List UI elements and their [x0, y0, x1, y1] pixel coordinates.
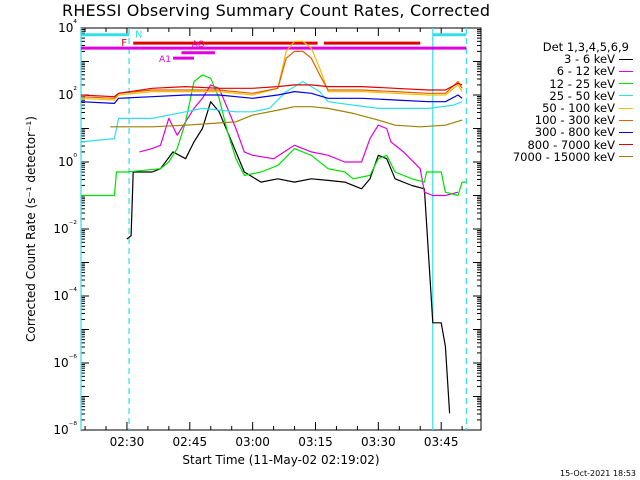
- legend-entry: 12 - 25 keV: [487, 76, 633, 91]
- legend-label: 12 - 25 keV: [549, 76, 615, 91]
- render-timestamp: 15-Oct-2021 18:53: [560, 469, 636, 478]
- y-axis-label: Corrected Count Rate (s⁻¹ detector⁻¹): [24, 116, 38, 342]
- legend-label: 800 - 7000 keV: [527, 137, 615, 152]
- x-tick-label: 03:45: [424, 435, 459, 449]
- series-line-9: [110, 106, 463, 128]
- legend-swatch: [619, 119, 633, 121]
- legend-swatch: [619, 58, 633, 60]
- x-tick-label: 02:30: [110, 435, 145, 449]
- y-tick-label: 10⁻⁸: [53, 421, 77, 437]
- plot-frame: [80, 27, 482, 431]
- legend-entry: 6 - 12 keV: [487, 64, 633, 79]
- x-axis-label: Start Time (11-May-02 02:19:02): [182, 453, 379, 467]
- legend-swatch: [619, 132, 633, 134]
- legend-swatch: [619, 71, 633, 72]
- legend: Det 1,3,4,5,6,9 3 - 6 keV 6 - 12 keV 12 - …: [487, 41, 633, 163]
- legend-label: 100 - 300 keV: [534, 113, 615, 128]
- y-tick-label: 10⁰: [58, 153, 77, 169]
- legend-label: 300 - 800 keV: [534, 125, 615, 140]
- legend-swatch: [619, 144, 633, 146]
- x-tick-label: 03:15: [298, 435, 333, 449]
- series-line-5: [80, 40, 463, 101]
- legend-swatch: [619, 107, 633, 109]
- legend-label: 7000 - 15000 keV: [512, 149, 615, 164]
- legend-title: Det 1,3,4,5,6,9: [542, 40, 629, 54]
- y-tick-label: 10⁻⁴: [53, 287, 77, 303]
- chart-title: RHESSI Observing Summary Count Rates, Co…: [62, 1, 491, 20]
- night-label: N: [135, 30, 142, 41]
- series-line-8: [80, 82, 463, 98]
- legend-entry: 7000 - 15000 keV: [487, 151, 633, 163]
- legend-label: 3 - 6 keV: [564, 52, 615, 67]
- legend-swatch: [619, 95, 633, 97]
- y-tick-label: 10⁻⁶: [53, 354, 77, 370]
- series-line-1: [126, 101, 451, 414]
- legend-entry: 50 - 100 keV: [487, 102, 633, 114]
- x-tick-label: 03:00: [235, 435, 270, 449]
- legend-swatch: [619, 83, 633, 85]
- legend-swatch: [619, 156, 633, 158]
- aq-label: AQ: [192, 40, 205, 50]
- legend-label: 50 - 100 keV: [542, 101, 615, 116]
- y-tick-label: 10²: [58, 86, 77, 102]
- legend-entry: 800 - 7000 keV: [487, 137, 633, 152]
- series-line-7: [80, 90, 463, 105]
- legend-entry: 300 - 800 keV: [487, 125, 633, 140]
- legend-entry: 3 - 6 keV: [487, 53, 633, 65]
- series-line-2: [139, 84, 459, 197]
- y-tick-label: 10⁴: [58, 19, 77, 35]
- legend-label: 25 - 50 keV: [549, 88, 615, 103]
- legend-label: 6 - 12 keV: [556, 64, 615, 79]
- x-tick-label: 03:30: [361, 435, 396, 449]
- x-tick-label: 02:45: [173, 435, 208, 449]
- series-line-6: [80, 50, 463, 99]
- a1-label: A1: [159, 55, 171, 65]
- legend-entry: 25 - 50 keV: [487, 90, 633, 102]
- y-tick-label: 10⁻²: [53, 220, 77, 236]
- attenuator-label: F: [121, 38, 127, 49]
- series-line-4: [80, 80, 463, 143]
- series-line-3: [81, 74, 467, 197]
- legend-entry: 100 - 300 keV: [487, 114, 633, 126]
